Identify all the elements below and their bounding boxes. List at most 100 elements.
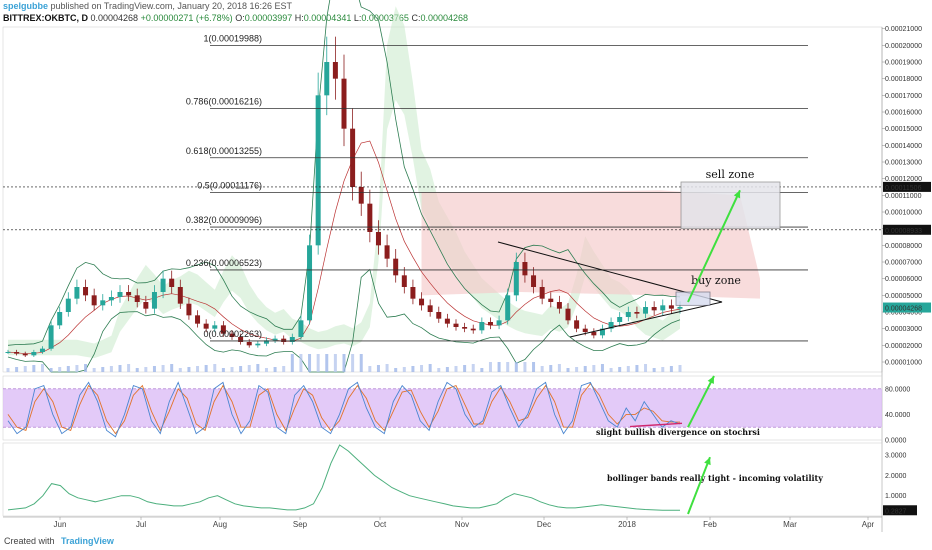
volume-bar [661,367,665,372]
stochrsi-tick-label: 80.0000 [885,386,910,393]
volume-bar [256,364,260,372]
volume-bar [187,367,191,372]
fib-level-label: 0.382(0.00009096) [186,215,262,225]
volume-bar [609,368,613,372]
divergence-line [629,422,683,428]
volume-bar [282,366,286,372]
volume-bar [40,364,44,372]
volume-bar [445,367,449,372]
candle-body [100,300,106,306]
volume-bar [325,354,329,372]
stochrsi-k-line [7,381,681,438]
close-value: 0.00004268 [420,13,469,23]
candle-body [539,287,545,299]
volume-bar [506,362,510,372]
candle-body [548,298,554,302]
candle-body [574,320,580,329]
price-marker-value: 0.00008933 [885,228,922,235]
month-label: Sep [293,520,308,529]
candle-body [410,287,416,299]
bbw-last-tag [883,505,917,516]
volume-bar [359,354,363,372]
volume-bar [471,364,475,372]
price-marker-tag [883,181,931,192]
volume-bar [66,366,70,372]
candle-body [496,320,502,326]
price-tick-label: 0.00004000 [885,310,922,317]
price-tick-label: 0.00014000 [885,143,922,150]
candle-body [436,312,442,319]
footer: Created with TradingView [4,534,114,548]
bbw-arrow [687,456,711,515]
fib-level-label: 0.618(0.00013255) [186,146,262,156]
candle-body [281,338,287,342]
candle-body [91,295,97,306]
buy-zone-label: buy zone [691,274,741,287]
candle-body [255,343,261,346]
candle-body [289,337,295,342]
candle-body [14,352,20,354]
candle-body [591,332,597,336]
buy-zone-box [675,291,711,306]
open-label: O: [235,13,245,23]
volume-bar [411,366,415,372]
price-tick-label: 0.00003000 [885,326,922,333]
sell-zone-label: sell zone [706,168,755,181]
volume-bar [342,354,346,372]
candle-body [324,62,330,96]
symbol-name[interactable]: BITTREX:OKBTC, D [3,13,88,23]
symbol-line: BITTREX:OKBTC, D 0.00004268 +0.00000271 … [3,12,893,24]
volume-bar [428,364,432,372]
candle-body [582,328,588,332]
candle-body [367,203,373,232]
candle-body [31,352,37,356]
tradingview-logo[interactable]: TradingView [61,536,114,546]
volume-bar [109,366,113,372]
month-label: Apr [862,520,875,529]
volume-bar [540,366,544,372]
candle-body [375,232,381,246]
volume-bar [152,366,156,372]
volume-bar [635,365,639,372]
candle-body [419,298,425,306]
price-tick-label: 0.00017000 [885,93,922,100]
candle-body [186,303,192,316]
candle-body [625,312,631,317]
created-with-text: Created with [4,536,55,546]
bollinger-upper [7,0,681,346]
volume-bar [600,364,604,372]
candle-body [126,292,132,296]
stochrsi-annotation: slight bullish divergence on stochrsi [596,427,760,437]
candle-body [22,353,28,356]
candle-body [565,308,571,321]
price-tick-label: 0.00001000 [885,360,922,367]
volume-bar [402,367,406,372]
candle-body [444,318,450,324]
volume-bar [204,365,208,372]
candle-body [651,307,657,311]
author-link[interactable]: spelgubbe [3,1,49,11]
volume-bar [394,368,398,372]
volume-bar [678,365,682,372]
candle-body [384,245,390,259]
volume-bar [575,367,579,372]
volume-bar [626,366,630,372]
volume-bar [15,367,19,372]
volume-bar [514,362,518,372]
volume-bar [127,364,131,372]
candle-body [556,302,562,309]
ichimoku-cloud-bear [421,190,760,299]
stochrsi-band [3,388,882,428]
candle-body [660,305,666,311]
volume-bar [161,365,165,372]
candle-body [531,275,537,287]
low-value: 0.00003765 [361,13,409,23]
volume-bar [135,368,139,372]
candle-body [487,322,493,326]
candle-body [634,312,640,314]
fib-level-label: 1(0.00019988) [203,34,262,44]
symmetrical-triangle [497,241,723,338]
fib-level-label: 0.236(0.00006523) [186,258,262,268]
candle-body [298,320,304,337]
